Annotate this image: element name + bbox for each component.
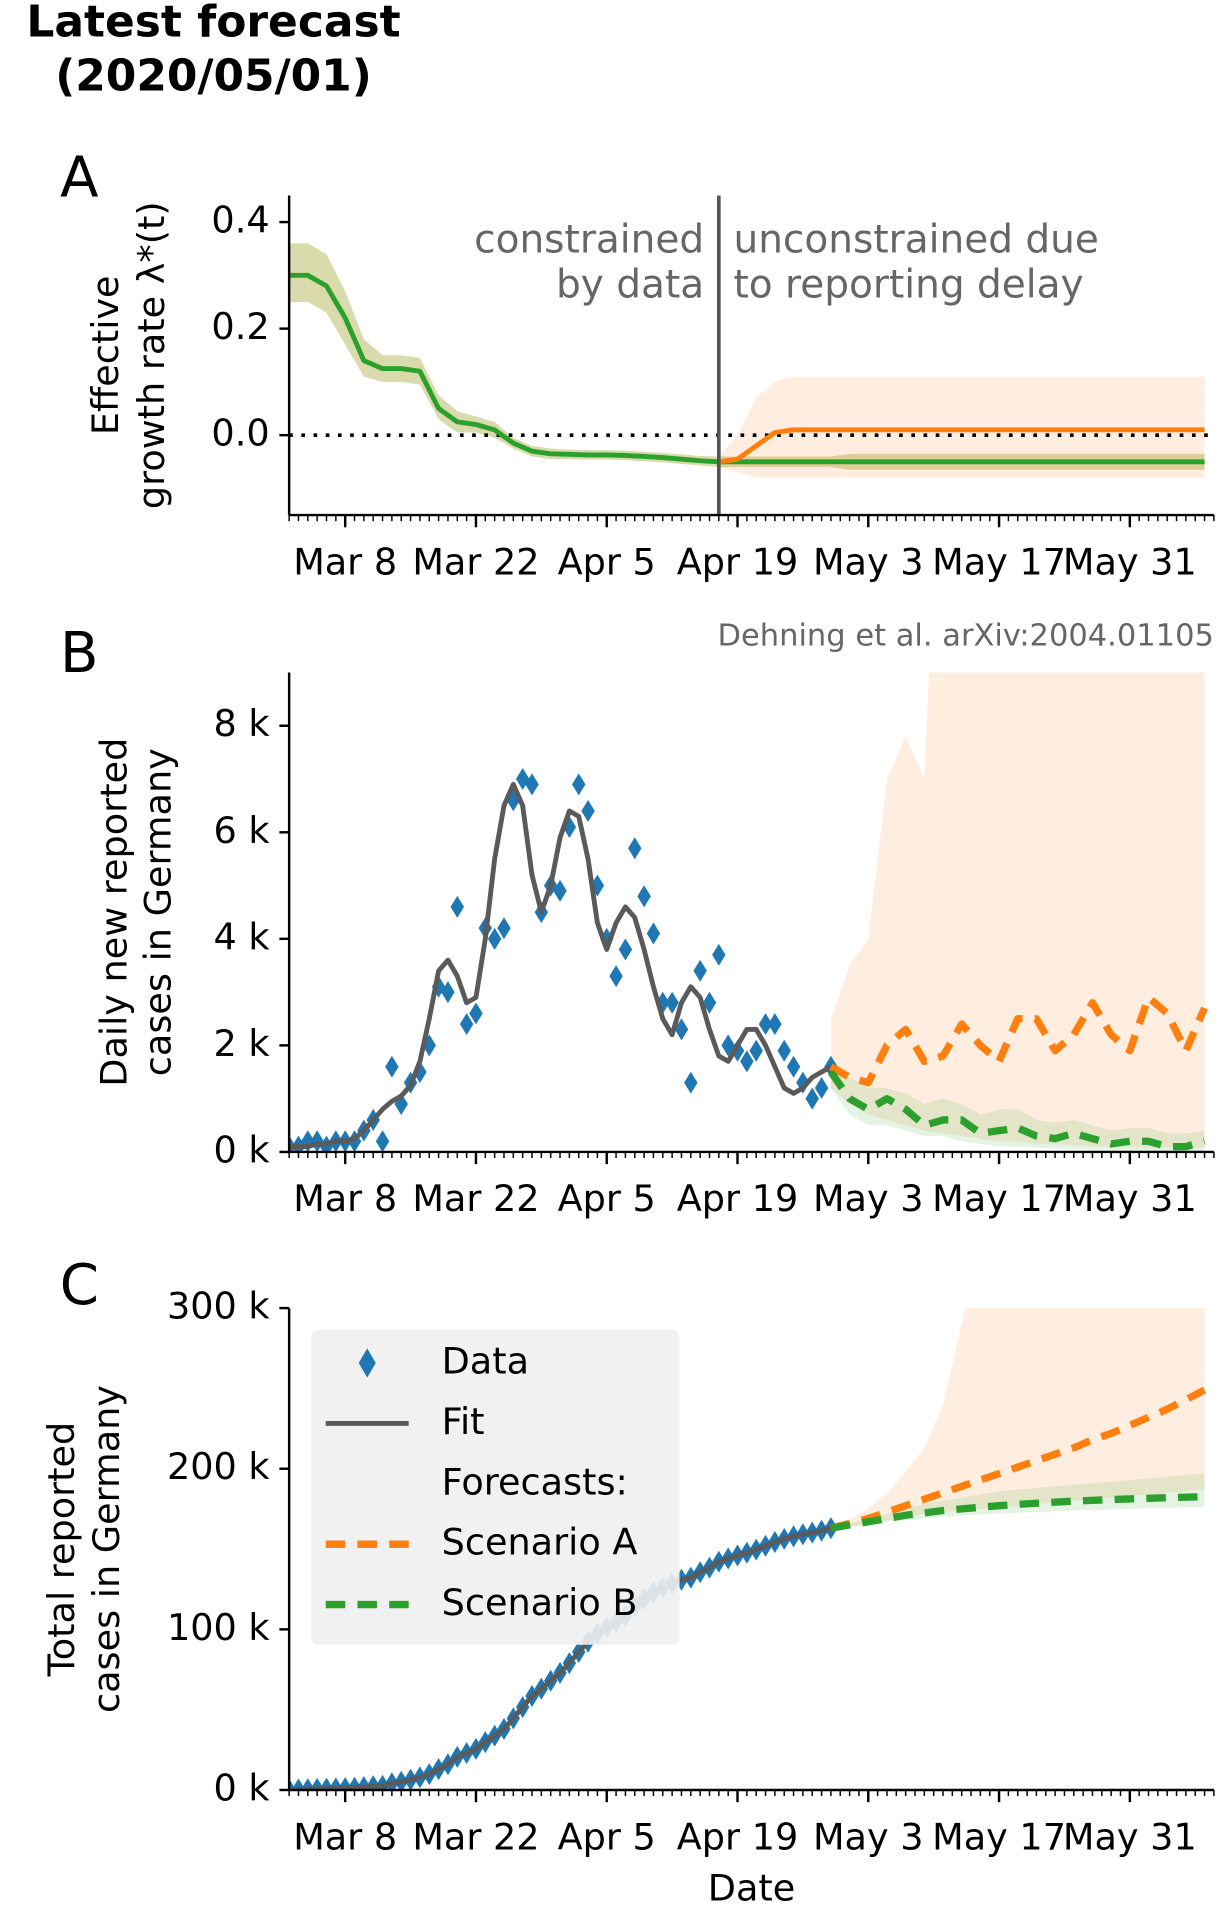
source-note: Dehning et al. arXiv:2004.01105 <box>718 619 1214 654</box>
plot-area <box>289 672 1208 1152</box>
data-point <box>768 1013 782 1036</box>
plot-area <box>289 243 1214 478</box>
legend-box <box>311 1330 680 1645</box>
data-point <box>618 938 633 961</box>
y-tick-label: 8 k <box>214 702 271 745</box>
data-point <box>553 879 567 902</box>
data-point <box>758 1013 773 1036</box>
annotation: to reporting delay <box>733 262 1083 307</box>
x-tick-label: May 17 <box>932 1815 1066 1858</box>
x-tick-label: May 3 <box>813 1177 924 1220</box>
data-point <box>730 1039 745 1062</box>
y-tick-label: 0.0 <box>211 412 269 455</box>
fit-line <box>289 1525 832 1790</box>
title: (2020/05/01) <box>55 50 372 101</box>
y-tick-label: 2 k <box>214 1022 271 1065</box>
x-tick-label: May 3 <box>813 1815 924 1858</box>
uncertainty-band <box>830 1308 1205 1530</box>
legend: Data Fit Forecasts: Scenario A Scenario B <box>311 1330 680 1645</box>
title: Latest forecast <box>26 0 400 48</box>
x-tick-label: Apr 5 <box>558 1177 656 1220</box>
x-tick-label: Mar 8 <box>293 540 397 583</box>
annotation: by data <box>556 262 704 307</box>
data-point <box>609 965 623 988</box>
data-point <box>450 895 464 918</box>
data-point <box>487 927 502 950</box>
plot-area <box>289 1308 1207 1790</box>
x-tick-label: Apr 19 <box>677 1815 799 1858</box>
y-axis-label: cases in Germany <box>85 1385 128 1713</box>
data-point <box>497 917 511 940</box>
y-axis-label: Daily new reported <box>92 738 135 1087</box>
data-point <box>628 837 642 860</box>
x-axis-label: Date <box>708 1867 795 1910</box>
panel-letter: B <box>60 621 98 686</box>
y-tick-label: 6 k <box>214 809 271 852</box>
forecast-line <box>827 1069 1206 1151</box>
data-point <box>740 1050 754 1073</box>
y-axis-label: Effective <box>84 275 127 435</box>
x-tick-label: Apr 5 <box>558 540 656 583</box>
data-point <box>777 1039 791 1062</box>
x-tick-label: Mar 22 <box>412 540 539 583</box>
x-tick-label: May 31 <box>1063 1177 1197 1220</box>
legend-heading: Forecasts: <box>442 1460 628 1503</box>
forecast-line <box>829 993 1208 1087</box>
x-tick-label: Apr 19 <box>677 1177 799 1220</box>
y-tick-label: 200 k <box>167 1445 270 1488</box>
fit-line <box>289 781 833 1150</box>
x-tick-label: May 31 <box>1063 1815 1197 1858</box>
uncertainty-band <box>718 376 1205 478</box>
uncertainty-band <box>830 1473 1205 1530</box>
uncertainty-band <box>830 1056 1205 1151</box>
y-tick-label: 100 k <box>167 1606 270 1649</box>
y-tick-label: 0 k <box>214 1128 271 1171</box>
x-tick-label: Mar 8 <box>293 1177 397 1220</box>
annotation: constrained <box>474 217 704 262</box>
fit-line <box>289 272 1205 465</box>
panel-letter: A <box>60 145 98 210</box>
forecast-line <box>830 1386 1207 1532</box>
y-axis-label: growth rate λ*(t) <box>130 201 173 509</box>
y-tick-label: 4 k <box>214 915 271 958</box>
legend-label: Fit <box>442 1400 485 1443</box>
legend-label: Scenario A <box>442 1521 638 1564</box>
panel-letter: C <box>60 1253 99 1318</box>
x-tick-label: May 17 <box>932 1177 1066 1220</box>
y-tick-label: 0 k <box>214 1766 271 1809</box>
annotation: unconstrained due <box>733 217 1098 262</box>
x-tick-label: Mar 22 <box>412 1177 539 1220</box>
data-point <box>469 1002 483 1025</box>
x-tick-label: May 17 <box>932 540 1066 583</box>
legend-label: Data <box>442 1339 529 1382</box>
data-point <box>459 1013 474 1036</box>
data-point <box>646 922 661 945</box>
x-tick-label: May 3 <box>813 540 924 583</box>
fit-line <box>718 427 1205 465</box>
x-tick-label: Mar 8 <box>293 1815 397 1858</box>
data-point <box>375 1130 390 1152</box>
x-tick-label: Mar 22 <box>412 1815 539 1858</box>
x-tick-label: Apr 19 <box>677 540 799 583</box>
y-tick-label: 0.2 <box>211 305 269 348</box>
data-point <box>702 991 717 1014</box>
y-axis-label: cases in Germany <box>136 748 179 1076</box>
y-axis-label: Total reported <box>40 1422 83 1678</box>
y-tick-label: 300 k <box>167 1285 270 1328</box>
x-tick-label: Apr 5 <box>558 1815 656 1858</box>
x-tick-label: May 31 <box>1063 540 1197 583</box>
data-point <box>814 1077 829 1099</box>
data-point <box>805 1087 819 1110</box>
data-point <box>749 1039 763 1062</box>
y-tick-label: 0.4 <box>211 199 269 242</box>
legend-label: Scenario B <box>442 1581 638 1624</box>
data-point <box>665 991 679 1014</box>
data-point <box>441 981 455 1004</box>
